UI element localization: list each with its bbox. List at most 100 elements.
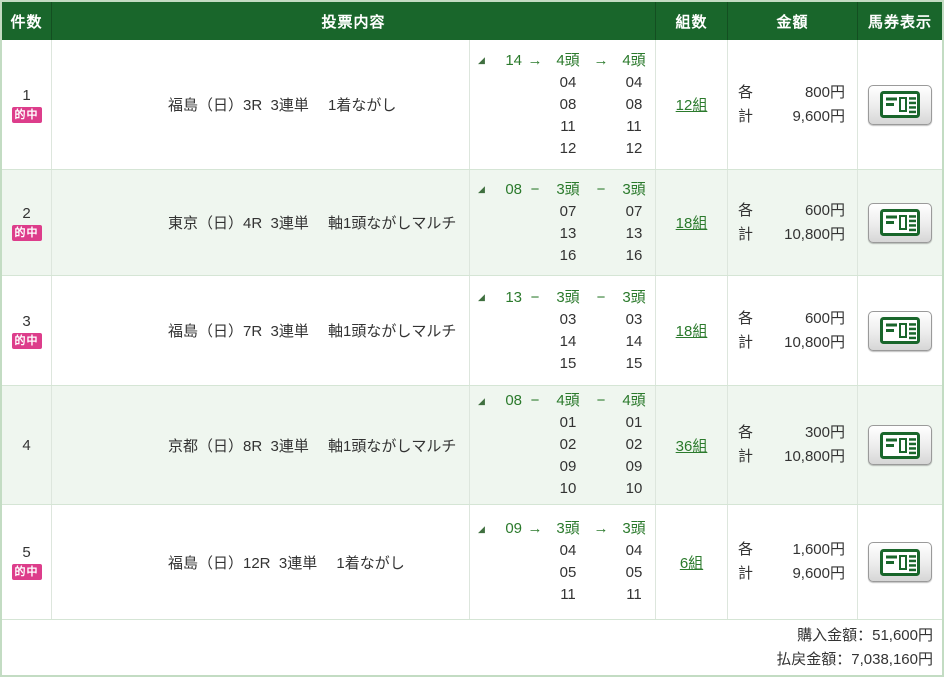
total-amount: 10,800円 xyxy=(784,448,845,465)
nagashi-grid: ◢ 13−3頭 −3頭 03 03 14 14 15 15 xyxy=(476,287,654,375)
nagashi-col2-number: 04 xyxy=(625,542,643,559)
bet-number: 3 xyxy=(22,312,31,330)
spacer xyxy=(476,94,522,116)
nagashi-separator: − xyxy=(596,180,606,198)
nagashi-marker-icon: ◢ xyxy=(478,523,485,534)
spacer xyxy=(522,478,548,500)
total-amount-line: 計 9,600円 xyxy=(728,105,857,129)
total-amount-line: 計 10,800円 xyxy=(728,445,857,469)
each-amount-line: 各 600円 xyxy=(728,199,857,223)
spacer xyxy=(522,562,548,584)
combinations-link[interactable]: 36組 xyxy=(675,437,708,455)
nagashi-col1-number: 10 xyxy=(559,480,577,497)
bet-row: 5 的中 福島（日）12R 3連単 1着ながし ◢ 09 → 3頭 → 3頭 04 04 05 0… xyxy=(2,505,942,620)
each-label: 各 xyxy=(738,201,754,219)
purchase-total-label: 購入金額： xyxy=(797,626,873,644)
refund-total-value: 7,038,160円 xyxy=(851,650,933,668)
show-ticket-button[interactable] xyxy=(868,425,932,465)
nagashi-col2-header: 3頭 xyxy=(622,520,646,537)
total-amount-line: 計 9,600円 xyxy=(728,562,857,586)
nagashi-detail-cell: ◢ 09 → 3頭 → 3頭 04 04 05 05 11 11 xyxy=(470,505,656,619)
bet-row: 4 京都（日）8R 3連単 軸1頭ながしマルチ ◢ 08−4頭 −4頭 01 01 02 0… xyxy=(2,386,942,505)
ticket-cell xyxy=(858,386,942,504)
header-tohyo-naiyo: 投票内容 xyxy=(52,2,656,40)
spacer xyxy=(522,456,548,478)
spacer xyxy=(588,562,614,584)
combinations-link[interactable]: 18組 xyxy=(675,215,708,232)
nagashi-col2-number: 03 xyxy=(625,310,643,328)
show-ticket-button[interactable] xyxy=(868,542,932,582)
bet-description-cell: 東京（日）4R 3連単 軸1頭ながしマルチ xyxy=(52,170,470,275)
bet-number: 1 xyxy=(22,86,31,104)
spacer xyxy=(522,540,548,562)
header-baken-hyoji: 馬券表示 xyxy=(867,13,932,31)
bet-description-cell: 京都（日）8R 3連単 軸1頭ながしマルチ xyxy=(52,386,470,504)
nagashi-detail-cell: ◢ 08−3頭 −3頭 07 07 13 13 16 16 xyxy=(470,170,656,275)
refund-total-line: 払戻金額：7,038,160円 xyxy=(776,648,933,672)
spacer xyxy=(476,201,522,223)
each-amount-line: 各 600円 xyxy=(728,307,857,331)
show-ticket-button[interactable] xyxy=(868,84,932,125)
betting-ticket-icon xyxy=(880,209,920,236)
show-ticket-button[interactable] xyxy=(868,310,932,351)
combinations-cell: 36組 xyxy=(656,386,728,504)
combinations-link[interactable]: 6組 xyxy=(679,554,704,572)
nagashi-col2-number: 02 xyxy=(625,436,643,453)
header-kingaku: 金額 xyxy=(728,2,858,40)
nagashi-axis: ◢ 08 xyxy=(476,179,522,201)
each-amount: 600円 xyxy=(804,309,845,327)
spacer xyxy=(476,434,522,456)
nagashi-col1-number: 04 xyxy=(559,73,577,91)
nagashi-col1-number: 14 xyxy=(559,332,577,350)
spacer xyxy=(588,223,614,245)
bet-number-cell: 3 的中 xyxy=(2,276,52,385)
header-kumisu: 組数 xyxy=(656,2,728,40)
show-ticket-button[interactable] xyxy=(868,202,932,243)
spacer xyxy=(522,309,548,331)
combinations-link[interactable]: 12組 xyxy=(675,97,708,114)
spacer xyxy=(588,540,614,562)
spacer xyxy=(588,353,614,375)
total-amount: 10,800円 xyxy=(784,333,845,351)
nagashi-col2-number: 04 xyxy=(625,73,643,91)
spacer xyxy=(588,412,614,434)
bet-number-cell: 5 的中 xyxy=(2,505,52,619)
spacer xyxy=(588,201,614,223)
total-label: 計 xyxy=(738,107,754,125)
axis-number: 08 xyxy=(505,180,522,198)
total-label: 計 xyxy=(738,565,754,582)
nagashi-col1-number: 07 xyxy=(559,202,577,220)
spacer xyxy=(522,94,548,116)
nagashi-col2-number: 07 xyxy=(625,202,643,220)
each-amount: 600円 xyxy=(804,201,845,219)
spacer xyxy=(476,584,522,606)
bet-description-cell: 福島（日）7R 3連単 軸1頭ながしマルチ xyxy=(52,276,470,385)
nagashi-col1-number: 02 xyxy=(559,436,577,453)
nagashi-separator: − xyxy=(596,288,606,306)
nagashi-col1-number: 16 xyxy=(559,246,577,264)
nagashi-col2-number: 13 xyxy=(625,224,643,242)
nagashi-grid: ◢ 14 → 4頭 → 4頭 04 04 08 08 11 11 12 12 xyxy=(476,50,654,160)
nagashi-separator: → xyxy=(527,51,543,69)
bet-number-cell: 1 的中 xyxy=(2,40,52,169)
refund-total-label: 払戻金額： xyxy=(776,650,852,668)
combinations-link[interactable]: 18組 xyxy=(675,323,708,340)
nagashi-col1-header: 4頭 xyxy=(556,392,580,409)
nagashi-col2-header: 3頭 xyxy=(622,180,646,198)
spacer xyxy=(588,584,614,606)
spacer xyxy=(588,138,614,160)
total-amount: 9,600円 xyxy=(792,565,845,582)
spacer xyxy=(588,72,614,94)
total-amount: 9,600円 xyxy=(792,107,845,125)
header-kensu: 件数 xyxy=(2,2,52,40)
each-label: 各 xyxy=(738,541,754,558)
spacer xyxy=(522,72,548,94)
table-body: 1 的中 福島（日）3R 3連単 1着ながし ◢ 14 → 4頭 → 4頭 04 04 08 08… xyxy=(2,40,942,620)
each-label: 各 xyxy=(738,309,754,327)
nagashi-grid: ◢ 09 → 3頭 → 3頭 04 04 05 05 11 11 xyxy=(476,518,654,606)
bet-description-cell: 福島（日）12R 3連単 1着ながし xyxy=(52,505,470,619)
total-label: 計 xyxy=(738,448,754,465)
nagashi-col2-number: 15 xyxy=(625,354,643,372)
each-amount-line: 各 1,600円 xyxy=(728,538,857,562)
each-amount: 300円 xyxy=(804,424,845,441)
